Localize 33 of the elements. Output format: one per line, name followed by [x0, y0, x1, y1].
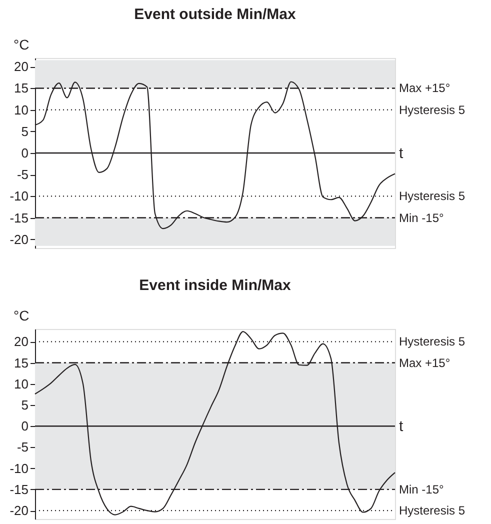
y-tick-label: 20	[14, 334, 28, 350]
x-axis-title: t	[399, 145, 404, 162]
ref-line-label: Hysteresis 5	[399, 189, 466, 204]
ref-line-label: Hysteresis 5	[399, 334, 466, 349]
y-tick-label: -15	[10, 210, 28, 226]
y-tick-label: 0	[21, 418, 28, 434]
y-tick-label: 20	[14, 59, 28, 74]
line-series	[34, 330, 396, 516]
y-tick-label: -20	[10, 232, 28, 247]
chart-title: Event inside Min/Max	[139, 277, 292, 294]
ref-line-label: Hysteresis 5	[399, 102, 466, 117]
y-tick-label: -5	[16, 167, 28, 182]
y-tick-label: 15	[14, 355, 28, 370]
y-tick-label: 0	[21, 146, 28, 160]
y-tick-label: -20	[10, 503, 28, 518]
y-axis-title: °C	[14, 36, 30, 52]
ref-line-label: Max +15°	[399, 356, 450, 370]
y-tick-label: 5	[21, 398, 28, 412]
ref-line-label: Min -15°	[399, 482, 444, 496]
y-tick-label: -10	[10, 460, 28, 476]
x-axis-title: t	[399, 418, 404, 436]
y-tick-label: -5	[16, 440, 28, 455]
y-tick-label: 15	[14, 80, 28, 96]
chart-title: Event outside Min/Max	[134, 6, 296, 23]
y-tick-label: 10	[14, 376, 28, 392]
y-tick-label: 10	[14, 102, 28, 118]
y-tick-label: 5	[21, 124, 28, 139]
y-tick-label: -15	[10, 482, 28, 497]
ref-line-label: Hysteresis 5	[399, 504, 466, 518]
y-axis-title: °C	[14, 308, 30, 324]
ref-line-label: Max +15°	[399, 81, 450, 96]
ref-line-label: Min -15°	[399, 210, 444, 225]
y-tick-label: -10	[10, 188, 28, 204]
